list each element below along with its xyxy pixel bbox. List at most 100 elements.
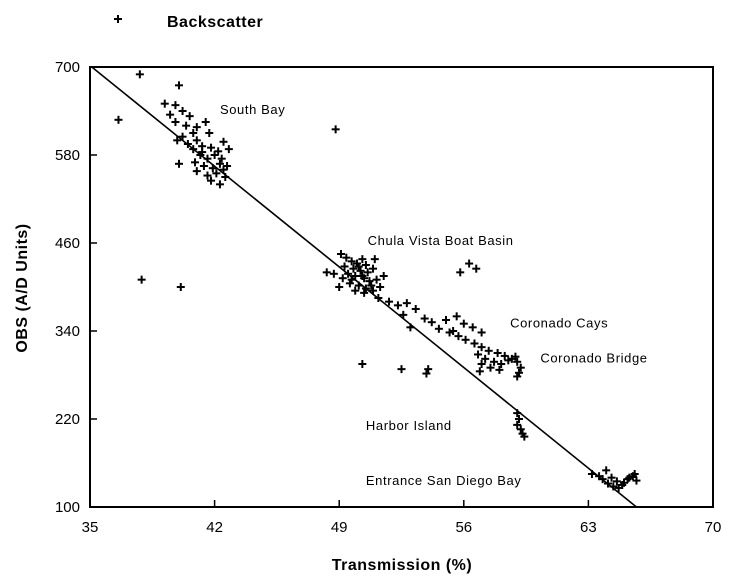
annotation-label: Coronado Cays	[510, 315, 608, 330]
data-point	[449, 327, 458, 335]
regression-line	[91, 66, 637, 508]
data-point	[442, 316, 450, 324]
data-point	[516, 425, 525, 434]
data-point	[189, 129, 198, 137]
data-point	[379, 272, 388, 280]
data-point	[365, 277, 374, 286]
data-point	[335, 283, 344, 291]
data-point	[427, 318, 436, 327]
data-point	[175, 81, 183, 90]
annotations: South Bay Chula Vista Boat Basin Coronado …	[220, 102, 647, 488]
data-point	[516, 363, 525, 372]
data-point	[363, 268, 372, 277]
data-point	[360, 288, 369, 297]
data-point	[198, 148, 207, 157]
data-point	[171, 118, 180, 126]
legend-plus-marker	[114, 15, 122, 23]
data-point	[160, 99, 169, 108]
data-point	[175, 159, 183, 168]
data-point	[217, 154, 226, 163]
data-point	[372, 275, 381, 284]
data-point	[422, 369, 431, 378]
data-point	[454, 332, 463, 341]
data-point	[456, 268, 465, 277]
data-point	[500, 351, 509, 360]
annotation-label: Harbor Island	[366, 418, 452, 433]
data-point	[192, 167, 201, 176]
data-point	[490, 357, 499, 366]
y-tick-label: 460	[55, 235, 80, 252]
data-point	[477, 328, 486, 337]
x-axis-title: Transmission (%)	[332, 557, 472, 574]
data-point	[614, 483, 623, 492]
data-point	[385, 297, 394, 306]
data-point	[612, 477, 621, 486]
data-point	[215, 159, 224, 168]
data-point	[393, 301, 402, 310]
data-point	[182, 121, 191, 130]
data-point	[514, 415, 523, 423]
data-point	[201, 118, 210, 126]
data-point	[411, 305, 420, 313]
data-point	[331, 125, 340, 134]
data-point	[114, 115, 123, 124]
legend: Backscatter	[114, 14, 263, 31]
data-point	[199, 162, 208, 170]
y-tick-label: 340	[55, 323, 80, 340]
data-point	[166, 110, 175, 119]
data-point	[420, 314, 429, 323]
data-point	[361, 261, 370, 269]
legend-label: Backscatter	[167, 14, 263, 31]
x-tick-label: 49	[331, 519, 348, 536]
data-point	[370, 255, 379, 264]
data-point	[424, 365, 433, 374]
data-point	[607, 473, 616, 482]
data-point	[358, 255, 367, 264]
data-point	[176, 283, 185, 291]
legend-marker-plus	[114, 15, 122, 23]
data-point	[452, 312, 461, 321]
data-point	[224, 145, 233, 154]
data-point	[358, 360, 367, 368]
data-point	[468, 323, 477, 332]
data-point	[205, 129, 214, 137]
data-point	[434, 324, 443, 333]
y-tick-label: 580	[55, 147, 80, 164]
data-point	[513, 357, 522, 366]
data-point	[207, 143, 216, 152]
data-point	[329, 269, 338, 278]
data-point	[475, 367, 484, 376]
data-point	[620, 478, 628, 487]
y-tick-label: 100	[55, 499, 80, 516]
data-point	[349, 264, 358, 273]
data-point	[402, 299, 411, 308]
x-tick-label: 70	[705, 519, 722, 536]
data-point	[481, 354, 490, 363]
data-point	[493, 349, 502, 357]
data-point	[520, 432, 529, 441]
data-point	[477, 360, 486, 368]
data-point	[207, 176, 216, 185]
data-point	[632, 476, 641, 485]
annotation-label: Coronado Bridge	[540, 351, 647, 366]
data-point	[219, 165, 228, 174]
data-point	[215, 180, 224, 189]
data-point	[210, 151, 219, 159]
x-tick-label: 35	[82, 519, 99, 536]
plot-marks	[91, 66, 641, 508]
data-point	[513, 372, 522, 381]
data-point	[219, 137, 228, 146]
x-tick-label: 42	[206, 519, 223, 536]
data-point	[459, 319, 468, 328]
data-point	[465, 259, 474, 268]
annotation-label: Entrance San Diego Bay	[366, 473, 522, 488]
data-point	[192, 136, 201, 145]
data-point	[356, 266, 365, 275]
data-point	[472, 264, 481, 273]
data-point	[351, 286, 360, 295]
data-point	[212, 169, 221, 178]
data-point	[625, 473, 634, 482]
data-point	[336, 250, 345, 258]
data-point	[358, 272, 367, 280]
